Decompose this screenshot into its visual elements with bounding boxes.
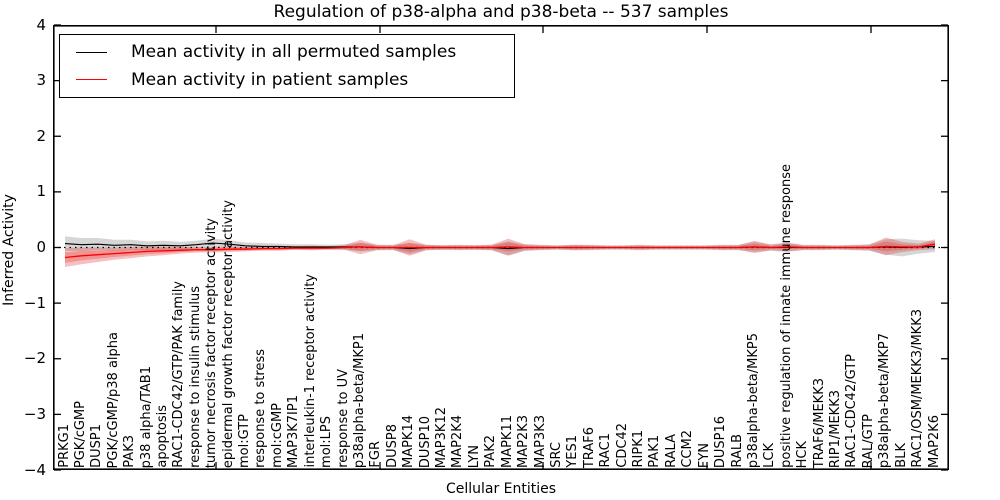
patient-mean-line (64, 243, 936, 259)
x-tick-label: p38alpha-beta/MKP5 (745, 332, 761, 468)
red-line-swatch (76, 79, 107, 81)
x-tick-label: response to UV (335, 369, 351, 468)
x-tick-label: DUSP1 (89, 424, 105, 468)
x-tick-label: RAL/GTP (860, 413, 876, 468)
x-tick-label: DUSP8 (384, 424, 400, 468)
x-tick-label: RALA (663, 434, 679, 468)
x-tick-label: TRAF6 (581, 426, 597, 468)
x-tick-label: PRKG1 (56, 424, 72, 468)
x-tick-label: apoptosis (154, 405, 170, 468)
x-tick-label: FGR (368, 441, 384, 468)
y-tick-label: 2 (36, 126, 46, 145)
x-tick-label: RALB (729, 434, 745, 468)
x-tick-label: response to insulin stimulus (187, 286, 203, 468)
x-tick-label: HCK (795, 440, 811, 468)
x-tick-label: DUSP16 (713, 415, 729, 468)
y-tick-label: 3 (36, 71, 46, 90)
x-tick-label: PAK1 (647, 435, 663, 468)
chart-title: Regulation of p38-alpha and p38-beta -- … (273, 2, 729, 22)
legend-item-permuted: Mean activity in all permuted samples (60, 42, 514, 62)
legend-label: Mean activity in all permuted samples (131, 42, 457, 63)
x-tick-label: p38 alpha/TAB1 (138, 365, 154, 468)
x-tick-label: CDC42 (614, 423, 630, 468)
x-tick-label: PAK2 (483, 435, 499, 468)
y-tick-label: −2 (23, 349, 46, 368)
x-tick-label: MAP3K3 (532, 414, 548, 468)
legend-item-patient: Mean activity in patient samples (60, 70, 514, 90)
legend-label: Mean activity in patient samples (131, 69, 409, 90)
x-tick-label: RIPK1 (631, 430, 647, 468)
x-tick-label: BLK (893, 443, 909, 468)
x-tick-label: TRAF6/MEKK3 (811, 377, 827, 468)
x-tick-label: LYN (466, 444, 482, 468)
x-tick-label: p38alpha-beta/MKP7 (877, 332, 893, 468)
x-tick-label: MAP2K3 (516, 414, 532, 468)
x-tick-label: FYN (696, 442, 712, 468)
y-tick-label: −1 (23, 293, 46, 312)
black-line-swatch (76, 51, 107, 53)
y-tick-label: 1 (36, 182, 46, 201)
x-tick-label: mol:GTP (237, 414, 253, 468)
x-tick-label: positive regulation of innate immune res… (778, 164, 794, 468)
x-tick-label: RAC1/OSM/MEKK3/MKK3 (910, 309, 926, 468)
x-tick-label: LCK (762, 443, 778, 468)
x-tick-label: YES1 (565, 435, 581, 468)
patient-band-outer (65, 237, 935, 267)
x-tick-label: epidermal growth factor receptor activit… (220, 199, 236, 468)
x-tick-label: DUSP10 (417, 415, 433, 468)
x-tick-label: MAPK11 (499, 414, 515, 468)
x-tick-label: response to stress (253, 349, 269, 468)
x-tick-label: RAC1-CDC42/GTP (844, 354, 860, 468)
x-tick-label: MAP2K4 (450, 414, 466, 468)
x-tick-label: mol:LPS (319, 416, 335, 468)
x-tick-label: SRC (548, 442, 564, 468)
x-tick-label: tumor necrosis factor receptor activity (204, 217, 220, 468)
x-tick-label: PGK/cGMP (72, 400, 88, 468)
x-tick-label: MAP3K12 (434, 406, 450, 468)
y-tick-label: −4 (23, 460, 46, 479)
y-tick-label: −3 (23, 404, 46, 423)
x-tick-label: interleukin-1 receptor activity (302, 274, 318, 468)
x-tick-label: PGK/cGMP/p38 alpha (105, 331, 121, 468)
x-tick-label: RAC1 (598, 433, 614, 468)
x-tick-label: MAP3K7IP1 (286, 395, 302, 468)
patient-band-inner (65, 241, 935, 263)
plot-border (52, 24, 950, 470)
x-tick-label: PAK3 (122, 435, 138, 468)
x-tick-label: CCM2 (680, 430, 696, 468)
y-tick-label: 0 (36, 238, 46, 256)
x-axis-label: Cellular Entities (445, 481, 557, 497)
x-tick-label: MAPK14 (401, 414, 417, 468)
x-tick-label: mol:cGMP (269, 403, 285, 468)
permuted-band (65, 236, 935, 257)
y-tick-label: 4 (36, 15, 46, 34)
x-tick-label: p38alpha-beta/MKP1 (351, 332, 367, 468)
x-tick-label: MAP2K6 (926, 414, 942, 468)
x-tick-label: RAC1-CDC42/GTP/PAK family (171, 281, 187, 468)
x-tick-label: RIP1/MEKK3 (828, 389, 843, 468)
legend-box: Mean activity in all permuted samples Me… (59, 34, 515, 98)
